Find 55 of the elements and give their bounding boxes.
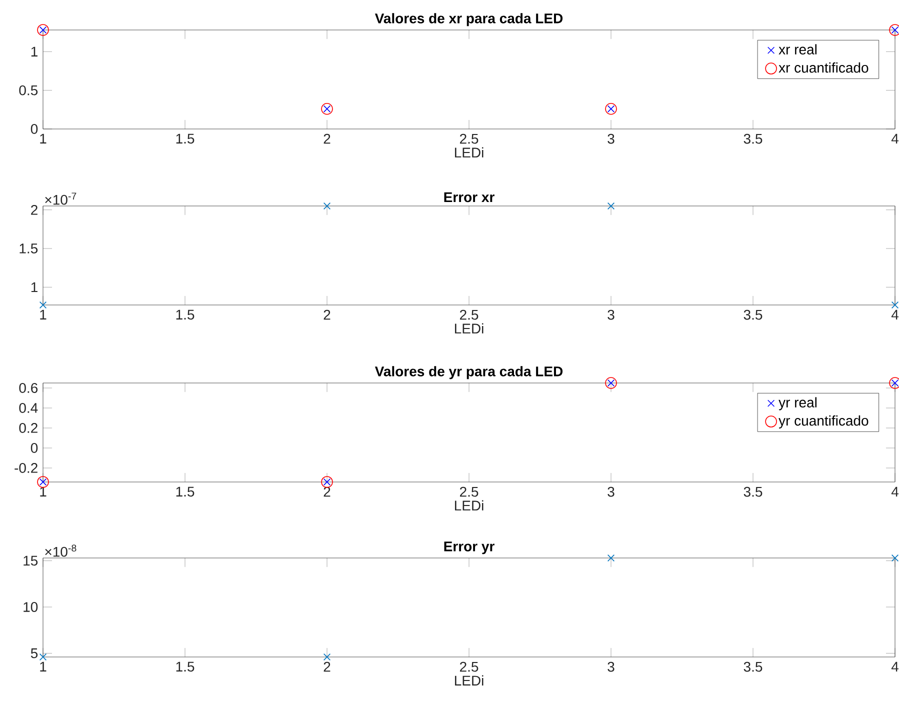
chart-title: Error xr xyxy=(444,192,494,202)
legend-label: yr cuantificado xyxy=(778,415,868,428)
x-tick-label: 2 xyxy=(324,662,330,672)
legend-label: xr real xyxy=(778,44,816,54)
y-tick-label: 2 xyxy=(31,204,38,215)
y-tick-label: 10 xyxy=(24,602,38,612)
y-tick-label: 5 xyxy=(30,648,38,658)
x-tick-label: 3 xyxy=(608,486,614,497)
x-tick-label: 2.5 xyxy=(460,662,478,672)
text: ×10$^{-8}$ xyxy=(45,544,76,557)
y-tick-label: 1 xyxy=(31,46,38,56)
y-tick-label: 0.2 xyxy=(19,423,38,433)
y-tick-label: 0.5 xyxy=(19,85,38,96)
y-tick-label: -0.2 xyxy=(14,463,38,473)
x-tick-label: 1.5 xyxy=(176,486,194,497)
legend-label: yr real xyxy=(778,397,816,410)
chart-title: Error yr xyxy=(444,542,494,554)
x-axis-title: LEDi xyxy=(454,675,484,686)
y-tick-label: 1.5 xyxy=(20,244,38,254)
x-tick-label: 1 xyxy=(40,486,46,496)
x-tick-label: 3.5 xyxy=(744,662,762,672)
x-tick-label: 1.5 xyxy=(176,662,194,672)
y-tick-label: 1 xyxy=(31,282,38,292)
x-tick-label: 3 xyxy=(608,662,614,672)
chart-title: Valores de xr para cada LED xyxy=(374,13,563,26)
y-tick-label: 0 xyxy=(30,443,38,453)
x-tick-label: 3.5 xyxy=(744,486,762,497)
x-axis-title: LEDi xyxy=(454,147,484,158)
x-tick-label: 3.5 xyxy=(744,310,762,320)
x-tick-label: 4 xyxy=(891,310,898,320)
x-axis-title: LEDi xyxy=(454,323,484,334)
x-tick-label: 4 xyxy=(891,662,898,672)
y-tick-label: 0 xyxy=(30,124,38,134)
y-tick-label: 0.6 xyxy=(19,383,38,393)
text: ×10$^{-7}$ xyxy=(45,192,76,205)
x-tick-label: 2 xyxy=(324,310,330,320)
x-tick-label: 1 xyxy=(40,662,46,672)
y-tick-label: 15 xyxy=(24,556,38,566)
x-tick-label: 3 xyxy=(608,134,614,144)
chart-title: Valores de yr para cada LED xyxy=(374,366,563,380)
x-axis-title: LEDi xyxy=(454,500,484,510)
x-tick-label: 1.5 xyxy=(176,310,194,320)
legend-label: xr cuantificado xyxy=(778,62,868,73)
x-tick-label: 3 xyxy=(608,310,614,320)
x-tick-label: 1 xyxy=(40,310,46,320)
x-tick-label: 4 xyxy=(891,134,898,144)
x-tick-label: 1 xyxy=(40,134,46,144)
x-tick-label: 1.5 xyxy=(176,134,194,144)
x-tick-label: 2 xyxy=(324,134,330,144)
y-tick-label: 0.4 xyxy=(19,403,38,413)
x-tick-label: 2.5 xyxy=(460,486,478,497)
x-tick-label: 4 xyxy=(891,486,898,496)
x-tick-label: 2.5 xyxy=(460,134,478,144)
x-tick-label: 3.5 xyxy=(744,134,762,144)
x-tick-label: 2.5 xyxy=(460,310,478,320)
